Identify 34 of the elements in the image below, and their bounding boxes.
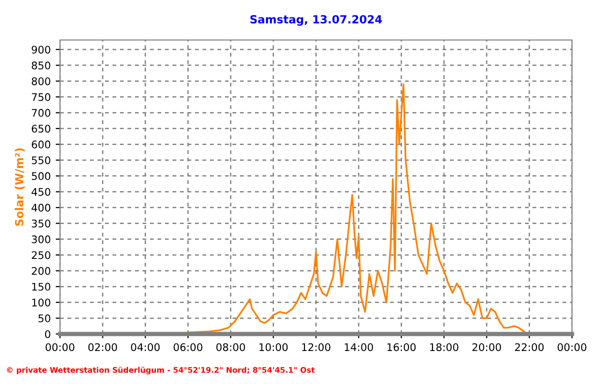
x-tick-label: 00:00 — [46, 343, 74, 352]
y-tick-label: 800 — [32, 77, 50, 86]
y-axis-title: Solar (W/m²) — [14, 148, 25, 226]
y-tick-label: 300 — [32, 235, 50, 244]
x-tick-label: 16:00 — [387, 343, 416, 352]
y-tick-label: 400 — [32, 204, 50, 212]
y-tick-label: 350 — [32, 220, 50, 228]
y-tick-label: 100 — [32, 298, 50, 306]
x-tick-label: 04:00 — [131, 343, 160, 352]
y-tick-label: 0 — [45, 330, 50, 338]
x-tick-label: 12:00 — [302, 343, 330, 352]
x-tick-label: 22:00 — [515, 343, 544, 352]
x-tick-label: 20:00 — [472, 343, 501, 352]
y-tick-label: 750 — [32, 93, 50, 102]
x-tick-label: 06:00 — [174, 343, 202, 352]
y-tick-label: 700 — [32, 108, 50, 117]
y-tick-label: 650 — [32, 124, 50, 133]
y-tick-label: 250 — [32, 251, 50, 260]
chart-title: Samstag, 13.07.2024 — [250, 15, 382, 26]
x-tick-label: 08:00 — [216, 343, 245, 352]
y-tick-label: 600 — [32, 140, 50, 148]
x-tick-label: 00:00 — [558, 343, 586, 352]
y-tick-label: 900 — [32, 46, 50, 54]
y-tick-label: 50 — [38, 314, 50, 322]
y-tick-label: 200 — [32, 267, 50, 275]
x-tick-label: 02:00 — [88, 343, 117, 352]
y-tick-label: 450 — [32, 188, 50, 196]
y-tick-label: 150 — [32, 282, 50, 291]
y-tick-label: 550 — [32, 156, 50, 164]
x-tick-label: 18:00 — [430, 343, 458, 352]
y-tick-label: 850 — [32, 62, 50, 70]
y-tick-label: 500 — [32, 172, 50, 180]
x-tick-label: 10:00 — [259, 343, 288, 352]
x-tick-label: 14:00 — [344, 343, 373, 352]
